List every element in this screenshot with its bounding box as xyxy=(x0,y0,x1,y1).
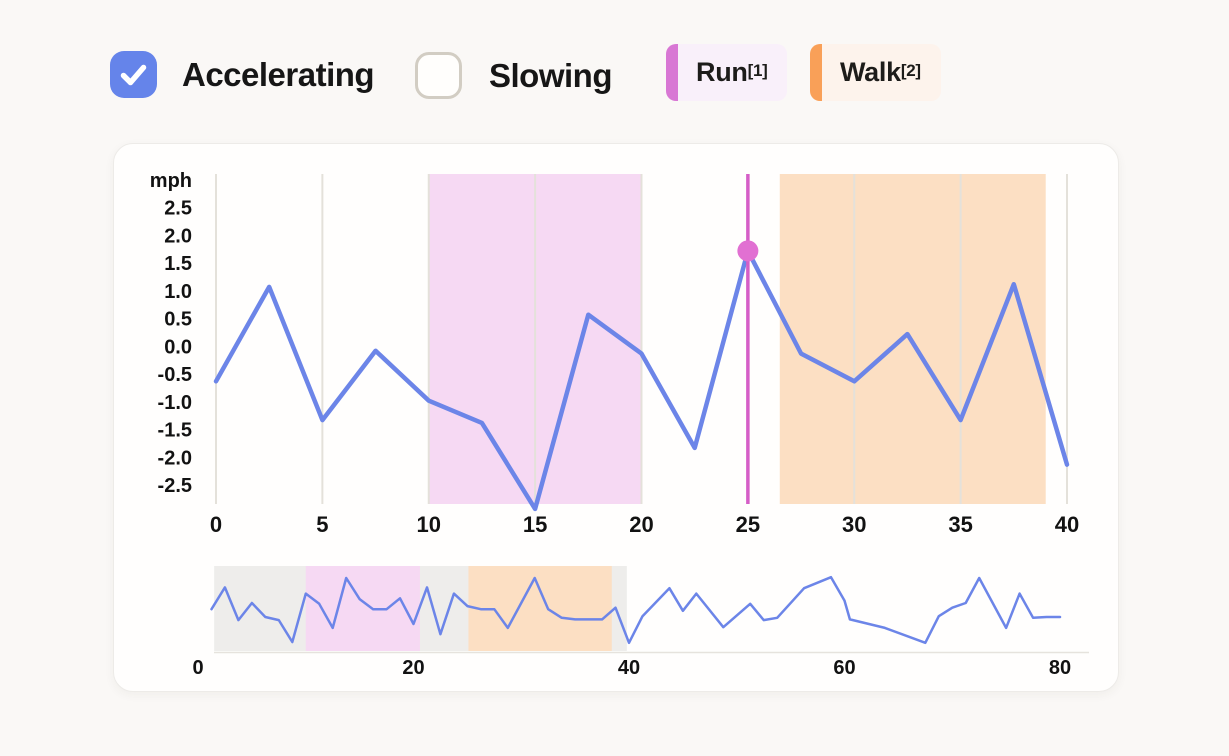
checkmark-icon xyxy=(120,64,147,86)
x-tick-label: 30 xyxy=(842,512,866,537)
overview-line xyxy=(210,575,1062,645)
slowing-checkbox[interactable] xyxy=(415,52,462,99)
filter-controls: Accelerating Slowing Run [1] Walk [2] xyxy=(0,0,1229,143)
y-tick-label: -1.5 xyxy=(158,420,192,442)
y-tick-label: 0.5 xyxy=(164,309,192,331)
x-tick-label: 10 xyxy=(417,512,441,537)
overview-tick-label: 60 xyxy=(833,657,855,679)
overview-tick-label: 0 xyxy=(192,657,203,679)
x-tick-label: 5 xyxy=(316,512,328,537)
y-tick-label: -2.0 xyxy=(158,447,192,469)
slowing-label: Slowing xyxy=(489,56,613,94)
speed-line xyxy=(213,248,1070,512)
y-tick-label: -0.5 xyxy=(158,364,192,386)
x-tick-label: 20 xyxy=(629,512,653,537)
run-legend-badge[interactable]: Run [1] xyxy=(666,44,788,101)
accelerating-label: Accelerating xyxy=(182,55,375,93)
walk-color-bar xyxy=(810,44,822,101)
x-tick-label: 25 xyxy=(736,512,760,537)
speed-chart[interactable]: mph 2.5 2.0 1.5 1.0 0.5 0.0 -0.5 -1.0 -1.5 -2.0 -2.… xyxy=(114,144,1118,691)
slowing-checkbox-item[interactable]: Slowing xyxy=(415,52,613,99)
accelerating-checkbox[interactable] xyxy=(110,51,157,98)
y-tick-label: 2.5 xyxy=(164,198,192,220)
x-tick-label: 40 xyxy=(1055,512,1079,537)
y-tick-label: -2.5 xyxy=(158,475,192,497)
y-tick-label: 0.0 xyxy=(164,336,192,358)
x-tick-label: 0 xyxy=(210,512,222,537)
overview-tick-label: 80 xyxy=(1049,657,1071,679)
accelerating-checkbox-item[interactable]: Accelerating xyxy=(110,51,375,98)
y-tick-label: 2.0 xyxy=(164,225,192,247)
y-tick-label: 1.5 xyxy=(164,253,192,275)
walk-badge-text: Walk [2] xyxy=(840,57,921,87)
run-color-bar xyxy=(666,44,678,101)
y-tick-label: 1.0 xyxy=(164,281,192,303)
overview-tick-label: 40 xyxy=(618,657,640,679)
selected-point-marker[interactable] xyxy=(737,240,759,262)
run-badge-text: Run [1] xyxy=(696,57,768,87)
x-tick-label: 35 xyxy=(948,512,972,537)
y-axis-unit-label: mph xyxy=(150,170,192,192)
chart-card: mph 2.5 2.0 1.5 1.0 0.5 0.0 -0.5 -1.0 -1.5 -2.0 -2.… xyxy=(113,143,1119,692)
y-tick-label: -1.0 xyxy=(158,392,192,414)
walk-legend-badge[interactable]: Walk [2] xyxy=(810,44,941,101)
x-tick-label: 15 xyxy=(523,512,547,537)
overview-run-region xyxy=(305,566,420,651)
overview-tick-label: 20 xyxy=(402,657,424,679)
